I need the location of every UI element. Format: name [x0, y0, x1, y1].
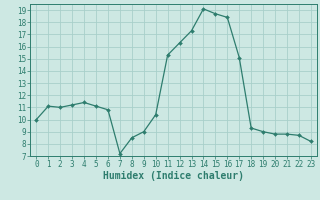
- X-axis label: Humidex (Indice chaleur): Humidex (Indice chaleur): [103, 171, 244, 181]
